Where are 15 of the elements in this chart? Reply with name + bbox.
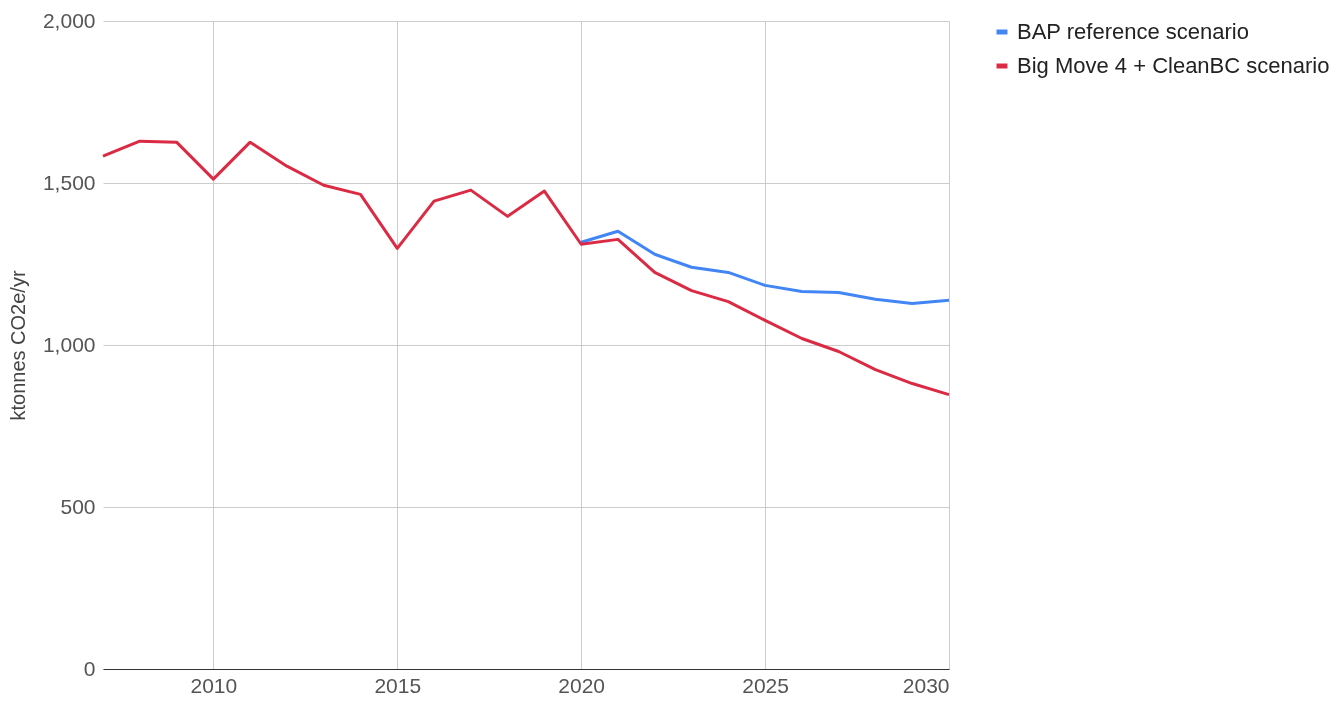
y-tick-label: 1,000	[42, 332, 96, 356]
x-tick-label: 2010	[190, 673, 238, 697]
x-tick-label: 2020	[558, 673, 606, 697]
x-tick-label: 2025	[742, 673, 789, 697]
y-tick-label: 2,000	[42, 8, 96, 32]
y-tick-label: 0	[83, 656, 96, 680]
line-series	[579, 229, 951, 306]
line-series	[101, 139, 951, 397]
x-tick-label: 2030	[902, 673, 950, 697]
x-tick-label: 2015	[374, 673, 422, 697]
legend-label: BAP reference scenario	[1017, 19, 1249, 44]
y-tick-label: 1,500	[42, 170, 96, 194]
y-axis-title: ktonnes CO2e/yr	[6, 270, 29, 421]
y-tick-label: 500	[60, 494, 96, 518]
legend-label: Big Move 4 + CleanBC scenario	[1017, 53, 1330, 78]
